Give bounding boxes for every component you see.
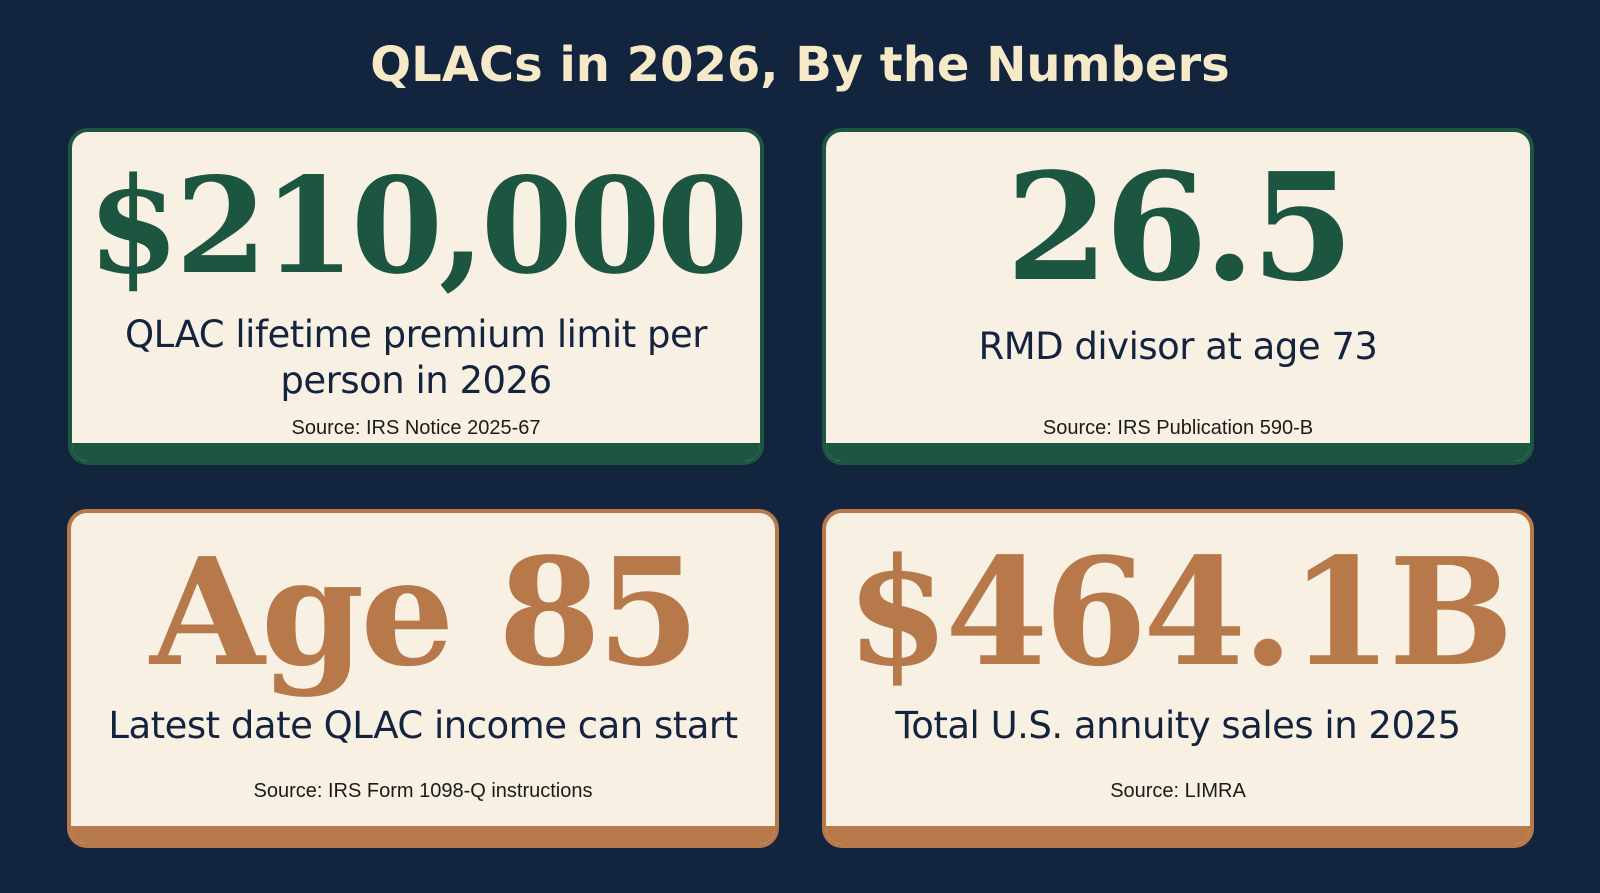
stat-label: Latest date QLAC income can start: [108, 704, 738, 747]
stat-label: RMD divisor at age 73: [978, 325, 1378, 368]
page-title: QLACs in 2026, By the Numbers: [370, 37, 1230, 93]
stat-value: $210,000: [87, 149, 749, 304]
card-accent-bar: [826, 826, 1530, 844]
stat-source: Source: IRS Publication 590-B: [1042, 417, 1314, 439]
card-accent-bar: [72, 443, 760, 461]
stat-label: Total U.S. annuity sales in 2025: [895, 704, 1461, 747]
stat-source: Source: IRS Form 1098-Q instructions: [253, 780, 593, 802]
stat-card-rmd-divisor: 26.5 RMD divisor at age 73 Source: IRS P…: [822, 128, 1534, 465]
stat-source: Source: LIMRA: [1110, 780, 1246, 802]
stat-card-qlac-premium-limit: $210,000 QLAC lifetime premium limit per…: [68, 128, 764, 465]
card-accent-bar: [71, 826, 775, 844]
stat-value: 26.5: [1005, 140, 1354, 314]
stat-card-annuity-sales: $464.1B Total U.S. annuity sales in 2025…: [822, 509, 1534, 848]
stat-value: Age 85: [150, 525, 700, 699]
stat-label: QLAC lifetime premium limit per person i…: [125, 313, 707, 402]
stat-source: Source: IRS Notice 2025-67: [291, 417, 541, 439]
stat-value: $464.1B: [846, 525, 1514, 699]
stat-card-latest-income-age: Age 85 Latest date QLAC income can start…: [67, 509, 779, 848]
card-accent-bar: [826, 443, 1530, 461]
